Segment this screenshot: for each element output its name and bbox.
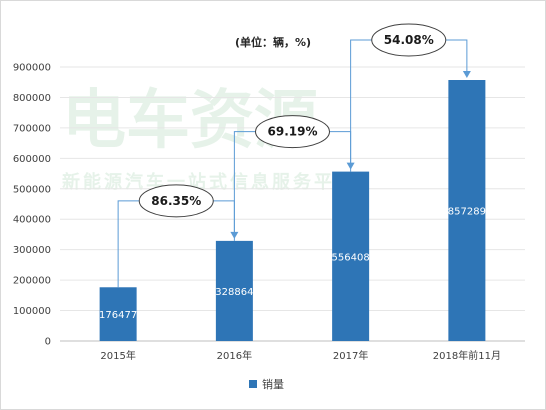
bar-value-label: 328864 — [215, 287, 253, 298]
x-tick-label: 2016年 — [217, 349, 252, 362]
bar-value-label: 857289 — [448, 207, 486, 218]
x-tick-label: 2017年 — [333, 349, 368, 362]
y-tick-label: 600000 — [13, 154, 51, 165]
y-tick-label: 200000 — [13, 276, 51, 287]
y-tick-label: 400000 — [13, 215, 51, 226]
growth-rate-label: 86.35% — [151, 194, 201, 208]
unit-label: (单位：辆，%) — [235, 35, 311, 49]
y-axis: 0 100000 200000 300000 400000 500000 600000 700… — [13, 63, 51, 348]
legend: 销量 — [249, 377, 284, 391]
y-tick-label: 900000 — [13, 63, 51, 74]
bars — [99, 80, 486, 342]
y-tick-label: 100000 — [13, 306, 51, 317]
legend-label-sales: 销量 — [262, 377, 284, 391]
y-tick-label: 800000 — [13, 93, 51, 104]
bar-value-label: 176477 — [99, 310, 137, 321]
growth-rate-label: 54.08% — [384, 33, 434, 47]
bar — [448, 80, 486, 342]
arrow-down-icon — [462, 71, 471, 79]
y-tick-label: 700000 — [13, 123, 51, 134]
growth-callouts: 86.35% 69.19% 54.08% — [117, 23, 471, 288]
bar — [332, 171, 370, 341]
watermark: 电车资源 新能源汽车一站式信息服务平台 — [62, 84, 356, 193]
bar — [215, 240, 253, 341]
growth-callout-bubble — [371, 23, 447, 57]
bar-value-label: 556408 — [332, 252, 370, 263]
x-tick-label: 2018年前11月 — [433, 349, 501, 362]
x-tick-label: 2015年 — [100, 349, 135, 362]
y-tick-label: 500000 — [13, 184, 51, 195]
y-tick-label: 0 — [45, 337, 51, 348]
growth-callout-bubble — [255, 115, 330, 149]
x-axis: 2015年 2016年 2017年 2018年前11月 — [100, 349, 501, 362]
y-tick-label: 300000 — [13, 245, 51, 256]
bar — [99, 287, 137, 341]
growth-rate-label: 69.19% — [268, 125, 318, 139]
legend-swatch — [249, 380, 257, 388]
growth-callout-bubble — [138, 184, 214, 218]
watermark-sub: 新能源汽车一站式信息服务平台 — [62, 171, 356, 193]
data-labels: 176477 328864 556408 857289 — [99, 207, 486, 322]
